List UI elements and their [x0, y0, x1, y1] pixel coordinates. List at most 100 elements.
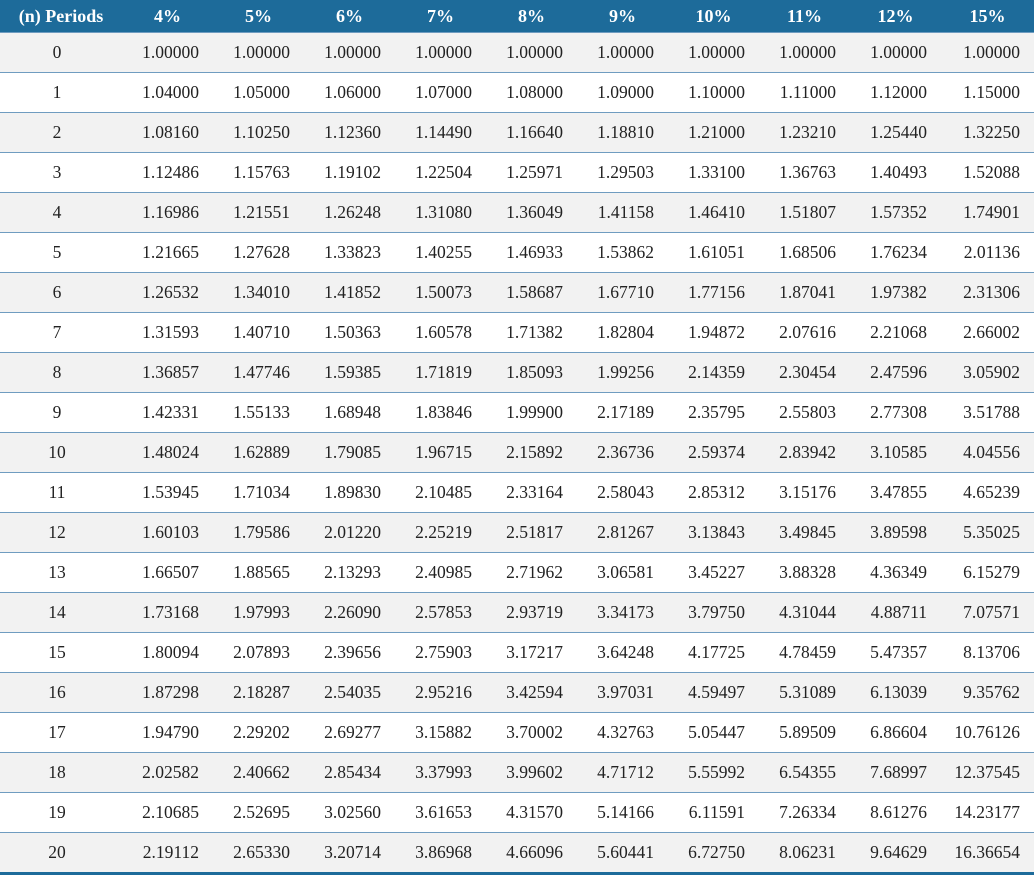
factor-cell: 5.05447 [668, 712, 759, 753]
table-row: 12 1.60103 1.79586 2.01220 2.25219 2.51817 2.8… [0, 512, 1034, 553]
factor-cell: 2.39656 [304, 632, 395, 673]
factor-cell: 2.54035 [304, 672, 395, 713]
table-row: 13 1.66507 1.88565 2.13293 2.40985 2.71962 3.0… [0, 552, 1034, 593]
factor-cell: 1.00000 [941, 32, 1034, 73]
factor-cell: 5.14166 [577, 792, 668, 833]
factor-cell: 1.42331 [122, 392, 213, 433]
factor-cell: 4.65239 [941, 472, 1034, 513]
header-row: (n) Periods 4% 5% 6% 7% 8% 9% 10% 11% 12% 15% [0, 0, 1034, 33]
table-row: 0 1.00000 1.00000 1.00000 1.00000 1.00000 1.00… [0, 32, 1034, 73]
factor-cell: 3.88328 [759, 552, 850, 593]
factor-cell: 1.94872 [668, 312, 759, 353]
table-row: 1 1.04000 1.05000 1.06000 1.07000 1.08000 1.09… [0, 72, 1034, 113]
table-row: 15 1.80094 2.07893 2.39656 2.75903 3.17217 3.6… [0, 632, 1034, 673]
period-cell: 6 [0, 272, 122, 313]
factor-cell: 1.48024 [122, 432, 213, 473]
factor-cell: 3.97031 [577, 672, 668, 713]
factor-cell: 1.00000 [304, 32, 395, 73]
factor-cell: 1.04000 [122, 72, 213, 113]
factor-cell: 7.68997 [850, 752, 941, 793]
factor-cell: 1.00000 [486, 32, 577, 73]
factor-cell: 1.58687 [486, 272, 577, 313]
factor-cell: 3.79750 [668, 592, 759, 633]
factor-cell: 6.13039 [850, 672, 941, 713]
factor-cell: 1.76234 [850, 232, 941, 273]
factor-cell: 2.71962 [486, 552, 577, 593]
factor-cell: 3.45227 [668, 552, 759, 593]
factor-cell: 2.51817 [486, 512, 577, 553]
factor-cell: 1.00000 [577, 32, 668, 73]
column-header: 8% [486, 0, 577, 33]
factor-cell: 2.18287 [213, 672, 304, 713]
factor-cell: 2.81267 [577, 512, 668, 553]
factor-cell: 1.79586 [213, 512, 304, 553]
factor-cell: 2.66002 [941, 312, 1034, 353]
factor-cell: 1.40493 [850, 152, 941, 193]
factor-cell: 1.14490 [395, 112, 486, 153]
factor-cell: 1.46410 [668, 192, 759, 233]
table-row: 10 1.48024 1.62889 1.79085 1.96715 2.15892 2.3… [0, 432, 1034, 473]
factor-cell: 1.26532 [122, 272, 213, 313]
table-row: 3 1.12486 1.15763 1.19102 1.22504 1.25971 1.29… [0, 152, 1034, 193]
factor-cell: 1.09000 [577, 72, 668, 113]
factor-cell: 2.07893 [213, 632, 304, 673]
factor-cell: 1.88565 [213, 552, 304, 593]
factor-cell: 9.64629 [850, 832, 941, 874]
factor-cell: 1.52088 [941, 152, 1034, 193]
factor-cell: 1.36049 [486, 192, 577, 233]
factor-cell: 1.71034 [213, 472, 304, 513]
factor-cell: 1.82804 [577, 312, 668, 353]
factor-cell: 2.30454 [759, 352, 850, 393]
period-cell: 20 [0, 832, 122, 874]
factor-cell: 1.73168 [122, 592, 213, 633]
factor-cell: 5.55992 [668, 752, 759, 793]
factor-cell: 1.77156 [668, 272, 759, 313]
factor-cell: 1.36763 [759, 152, 850, 193]
period-cell: 9 [0, 392, 122, 433]
factor-cell: 2.02582 [122, 752, 213, 793]
factor-cell: 1.53945 [122, 472, 213, 513]
factor-cell: 8.06231 [759, 832, 850, 874]
table-row: 17 1.94790 2.29202 2.69277 3.15882 3.70002 4.3… [0, 712, 1034, 753]
factor-cell: 1.00000 [668, 32, 759, 73]
factor-cell: 2.14359 [668, 352, 759, 393]
column-header: 4% [122, 0, 213, 33]
factor-cell: 3.06581 [577, 552, 668, 593]
period-cell: 2 [0, 112, 122, 153]
factor-cell: 4.31044 [759, 592, 850, 633]
table-row: 14 1.73168 1.97993 2.26090 2.57853 2.93719 3.3… [0, 592, 1034, 633]
period-cell: 1 [0, 72, 122, 113]
factor-cell: 5.47357 [850, 632, 941, 673]
factor-cell: 16.36654 [941, 832, 1034, 874]
factor-cell: 7.07571 [941, 592, 1034, 633]
table-row: 16 1.87298 2.18287 2.54035 2.95216 3.42594 3.9… [0, 672, 1034, 713]
factor-cell: 4.31570 [486, 792, 577, 833]
period-cell: 7 [0, 312, 122, 353]
table-row: 11 1.53945 1.71034 1.89830 2.10485 2.33164 2.5… [0, 472, 1034, 513]
column-header: 5% [213, 0, 304, 33]
factor-cell: 1.25440 [850, 112, 941, 153]
factor-cell: 14.23177 [941, 792, 1034, 833]
factor-cell: 2.52695 [213, 792, 304, 833]
period-cell: 8 [0, 352, 122, 393]
factor-cell: 6.15279 [941, 552, 1034, 593]
column-header: 9% [577, 0, 668, 33]
column-header: 11% [759, 0, 850, 33]
factor-cell: 2.58043 [577, 472, 668, 513]
factor-cell: 2.65330 [213, 832, 304, 874]
factor-cell: 1.99256 [577, 352, 668, 393]
factor-cell: 1.12000 [850, 72, 941, 113]
factor-cell: 4.04556 [941, 432, 1034, 473]
factor-cell: 1.12360 [304, 112, 395, 153]
factor-cell: 1.11000 [759, 72, 850, 113]
factor-cell: 1.10000 [668, 72, 759, 113]
factor-cell: 3.86968 [395, 832, 486, 874]
factor-cell: 3.15176 [759, 472, 850, 513]
factor-cell: 1.07000 [395, 72, 486, 113]
factor-cell: 3.15882 [395, 712, 486, 753]
factor-cell: 2.07616 [759, 312, 850, 353]
factor-cell: 1.19102 [304, 152, 395, 193]
factor-cell: 2.01220 [304, 512, 395, 553]
factor-cell: 1.15763 [213, 152, 304, 193]
table-body: 0 1.00000 1.00000 1.00000 1.00000 1.00000 1.00… [0, 32, 1034, 874]
